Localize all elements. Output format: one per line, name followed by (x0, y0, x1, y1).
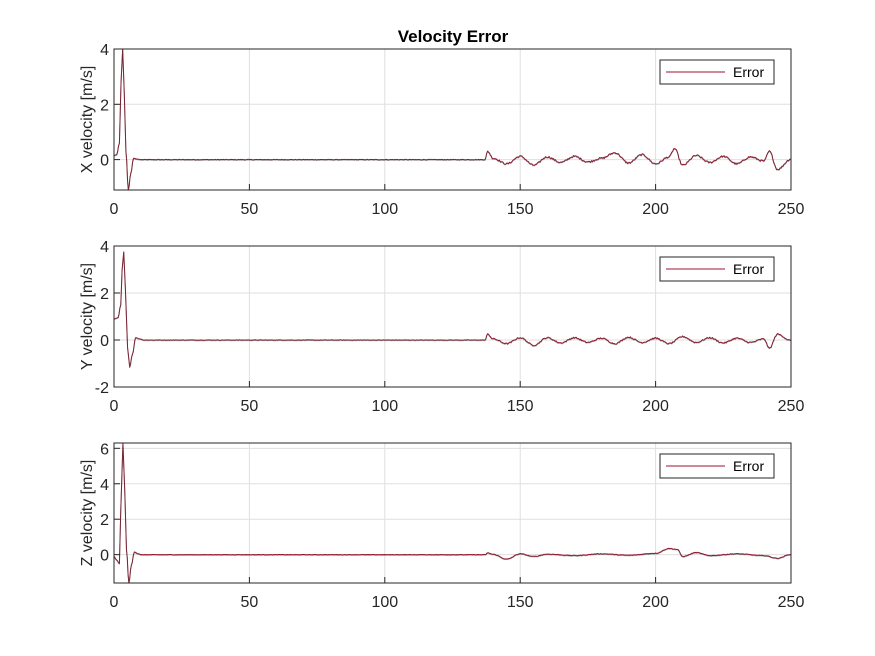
series-trace-2 (114, 251, 791, 369)
y-tick-label: 4 (100, 477, 109, 494)
y-tick-label: 4 (100, 239, 109, 256)
x-tick-label: 50 (241, 594, 259, 611)
x-tick-label: 200 (642, 398, 669, 415)
legend-entry: Error (733, 458, 764, 474)
series-line-2 (114, 251, 791, 368)
x-tick-label: 250 (778, 594, 805, 611)
x-tick-label: 0 (110, 201, 119, 218)
series-trace-3 (114, 443, 791, 583)
legend-entry: Error (733, 64, 764, 80)
legend: Error (659, 453, 775, 479)
y-tick-label: 2 (100, 286, 109, 303)
panel-1: 0 50 100 150 200 250 0 2 4X velocity [m/s] Error (79, 42, 804, 218)
x-tick-label: 250 (778, 201, 805, 218)
x-tick-label: 0 (110, 594, 119, 611)
series-line-3 (114, 443, 791, 583)
x-tick-label: 50 (241, 398, 259, 415)
x-tick-label: 250 (778, 398, 805, 415)
x-tick-label: 150 (507, 201, 534, 218)
y-tick-label: 2 (100, 512, 109, 529)
x-tick-label: 50 (241, 201, 259, 218)
x-tick-label: 100 (371, 201, 398, 218)
x-tick-label: 150 (507, 594, 534, 611)
legend: Error (659, 59, 775, 85)
y-axis-label: X velocity [m/s] (79, 66, 96, 174)
legend: Error (659, 256, 775, 282)
axes-frame-2 (113, 245, 792, 388)
x-tick-label: 100 (371, 398, 398, 415)
y-tick-label: 0 (100, 153, 109, 170)
y-tick-label: 0 (100, 548, 109, 565)
y-tick-label: 6 (100, 441, 109, 458)
y-tick-label: 0 (100, 333, 109, 350)
series-trace-1 (114, 49, 791, 190)
y-tick-label: 2 (100, 97, 109, 114)
series-line-1 (114, 49, 791, 190)
x-tick-label: 100 (371, 594, 398, 611)
x-tick-label: 200 (642, 594, 669, 611)
figure-title: Velocity Error (398, 27, 509, 46)
y-axis-label: Z velocity [m/s] (79, 460, 96, 567)
y-tick-label: -2 (95, 380, 109, 397)
axes-frame-3 (113, 442, 792, 584)
y-axis-label: Y velocity [m/s] (79, 263, 96, 370)
y-tick-label: 4 (100, 42, 109, 59)
x-tick-label: 200 (642, 201, 669, 218)
x-tick-label: 0 (110, 398, 119, 415)
x-tick-label: 150 (507, 398, 534, 415)
panel-3: 0 50 100 150 200 250 0 2 4 6Z velocity [m/s] Error (79, 441, 804, 611)
axes-frame-1 (113, 48, 792, 191)
legend-entry: Error (733, 261, 764, 277)
